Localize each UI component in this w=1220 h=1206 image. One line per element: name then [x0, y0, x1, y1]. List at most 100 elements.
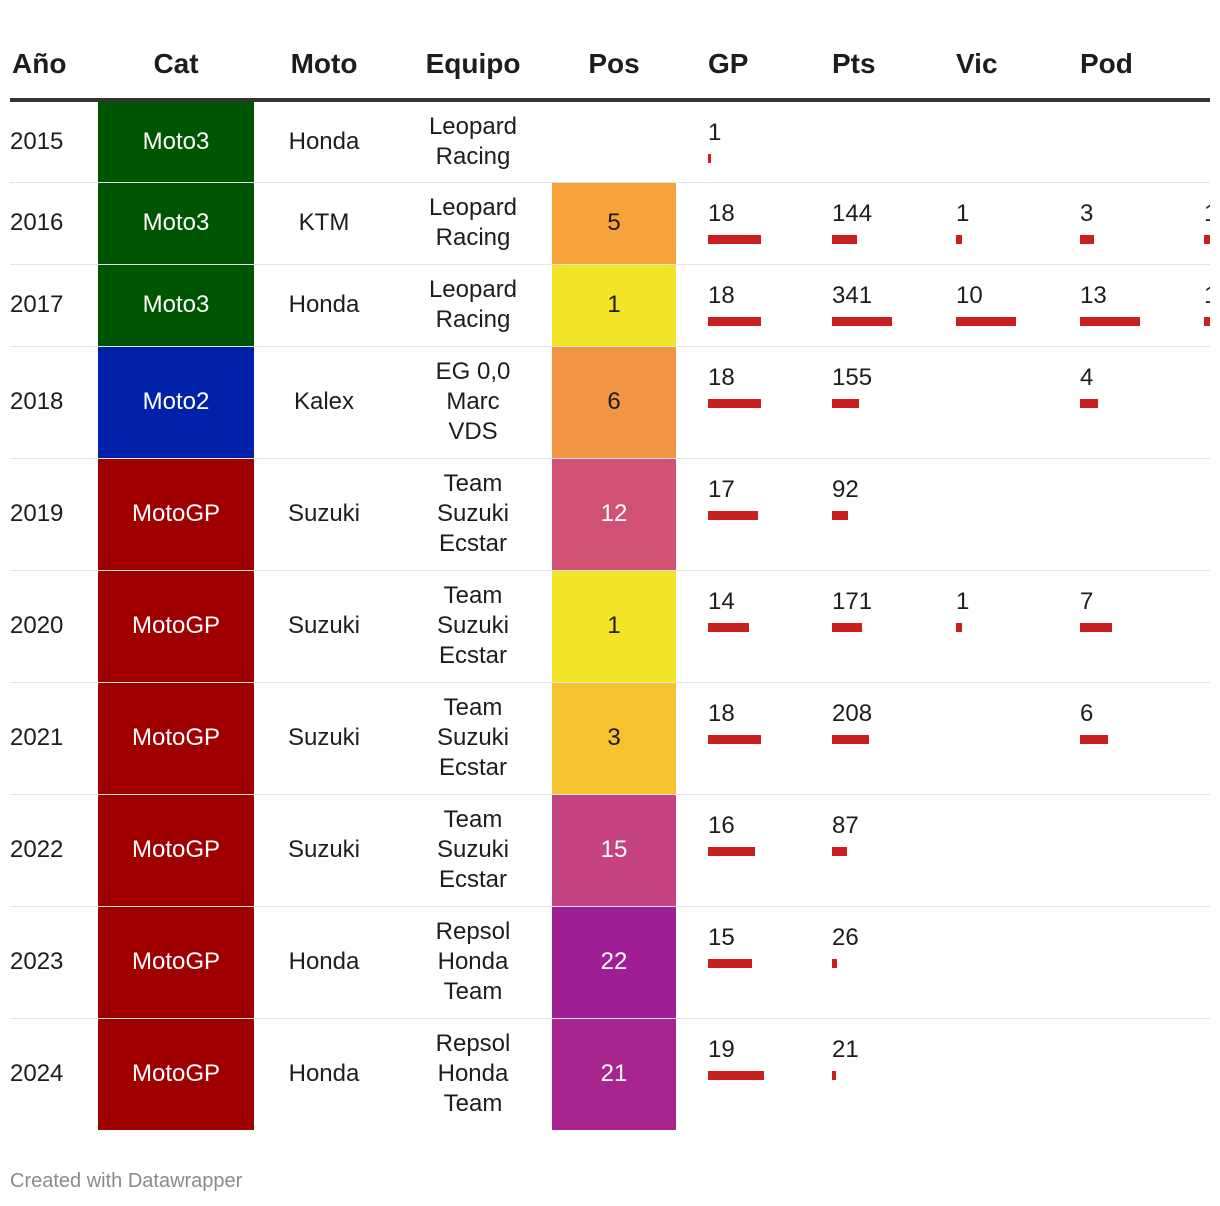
cell-year: 2022 [10, 794, 98, 907]
cell-year: 2016 [10, 182, 98, 265]
team-name-line: Racing [435, 224, 511, 251]
cell-extra [1172, 682, 1210, 795]
cell-gp: 15 [676, 906, 800, 1019]
bar-gp [708, 734, 762, 744]
value-pod: 6 [1080, 699, 1094, 727]
cell-year: 2020 [10, 570, 98, 683]
header-pos[interactable]: Pos [552, 30, 676, 102]
header-year[interactable]: Año [10, 30, 98, 102]
bar-pts [832, 234, 858, 244]
header-extra [1172, 30, 1210, 102]
header-team[interactable]: Equipo [394, 30, 552, 102]
header-cat[interactable]: Cat [98, 30, 254, 102]
cell-moto: Suzuki [254, 570, 394, 683]
cell-pod [1048, 1018, 1172, 1130]
bar-pod [1080, 398, 1099, 408]
bar-pts [832, 734, 869, 744]
cell-pts: 171 [800, 570, 924, 683]
cell-pts: 341 [800, 264, 924, 347]
cell-team: Repsol Honda Team [394, 1018, 552, 1130]
bar-pod [1080, 734, 1108, 744]
value-pts: 87 [832, 811, 859, 839]
cell-category: Moto3 [98, 264, 254, 347]
cell-vic: 10 [924, 264, 1048, 347]
cell-moto: Honda [254, 264, 394, 347]
header-row: Año Cat Moto Equipo Pos GP Pts Vic Pod [10, 30, 1210, 102]
team-name-line: Leopard [428, 112, 518, 140]
bar-gp [708, 622, 750, 632]
team-name-line: Ecstar [438, 866, 507, 893]
cell-year: 2024 [10, 1060, 64, 1088]
value-pod: 3 [1080, 199, 1094, 227]
bar-pts [832, 846, 848, 856]
cell-year: 2021 [10, 682, 98, 795]
bar-pts [832, 1070, 836, 1080]
cell-category: MotoGP [98, 682, 254, 795]
cell-team: Leopard Racing [394, 264, 552, 347]
cell-position: 1 [552, 264, 676, 347]
team-name-line: Racing [435, 142, 511, 170]
team-name-line: Suzuki [436, 836, 510, 863]
cell-gp: 18 [676, 264, 800, 347]
team-name-line: Team [443, 806, 503, 833]
value-gp: 17 [708, 475, 735, 503]
table-row: 2023 MotoGP Honda Repsol Honda Team 22 15 26 [10, 906, 1210, 1019]
cell-category: Moto2 [98, 346, 254, 459]
cell-moto: Honda [288, 1060, 360, 1088]
cell-position: 21 [552, 1018, 676, 1130]
bar-vic [956, 234, 962, 244]
bar-gp [708, 316, 762, 326]
cell-year: 2015 [10, 100, 98, 183]
value-pts: 144 [832, 199, 873, 227]
cell-year: 2018 [10, 346, 98, 459]
footer-credit: Created with Datawrapper [10, 1170, 243, 1192]
bar-gp [708, 958, 753, 968]
header-vic[interactable]: Vic [924, 30, 1048, 102]
header-gp[interactable]: GP [676, 30, 800, 102]
table-row: 2024 MotoGP Honda Repsol Honda Team 21 19 21 [10, 1018, 1210, 1130]
value-gp: 18 [708, 281, 735, 309]
cell-pod [1048, 458, 1172, 571]
cell-gp: 17 [676, 458, 800, 571]
cell-position: 15 [552, 794, 676, 907]
cell-vic: 1 [924, 570, 1048, 683]
value-pod: 4 [1080, 363, 1094, 391]
header-pod[interactable]: Pod [1048, 30, 1172, 102]
cell-team: Team Suzuki Ecstar [394, 570, 552, 683]
team-name-line: Marc [446, 388, 500, 415]
value-pts: 92 [832, 475, 859, 503]
value-pod: 7 [1080, 587, 1094, 615]
results-table-container: Año Cat Moto Equipo Pos GP Pts Vic Pod 2… [10, 30, 1210, 1130]
table-row: 2015 Moto3 Honda Leopard Racing 1 [10, 100, 1210, 183]
cell-year: 2017 [10, 264, 98, 347]
value-gp: 1 [708, 119, 722, 146]
cell-pts [800, 100, 924, 183]
bar-pod [1080, 622, 1113, 632]
team-name-line: Suzuki [436, 500, 510, 527]
cell-moto: Suzuki [254, 458, 394, 571]
cell-extra [1172, 794, 1210, 907]
cell-vic [924, 1018, 1048, 1130]
bar-pod [1080, 316, 1140, 326]
header-pts[interactable]: Pts [800, 30, 924, 102]
cell-category: Moto3 [98, 182, 254, 265]
header-moto[interactable]: Moto [254, 30, 394, 102]
team-name-line: Team [443, 1090, 503, 1118]
cell-extra [1172, 100, 1210, 183]
team-name-line: Honda [437, 1060, 509, 1088]
value-vic: 1 [956, 587, 970, 615]
team-name-line: Team [443, 694, 503, 721]
cell-vic [924, 906, 1048, 1019]
team-name-line: Honda [437, 948, 509, 975]
cell-moto: Honda [254, 100, 394, 183]
cell-moto: KTM [254, 182, 394, 265]
value-pts: 26 [832, 923, 859, 951]
cell-vic [924, 682, 1048, 795]
value-pts: 21 [832, 1035, 859, 1063]
team-name-line: Leopard [428, 194, 518, 221]
table-body: 2015 Moto3 Honda Leopard Racing 1 2016 Moto3 KTM… [10, 100, 1210, 1130]
value-extra: 1 [1204, 281, 1210, 311]
results-table: Año Cat Moto Equipo Pos GP Pts Vic Pod 2… [10, 30, 1210, 1130]
cell-pts: 155 [800, 346, 924, 459]
